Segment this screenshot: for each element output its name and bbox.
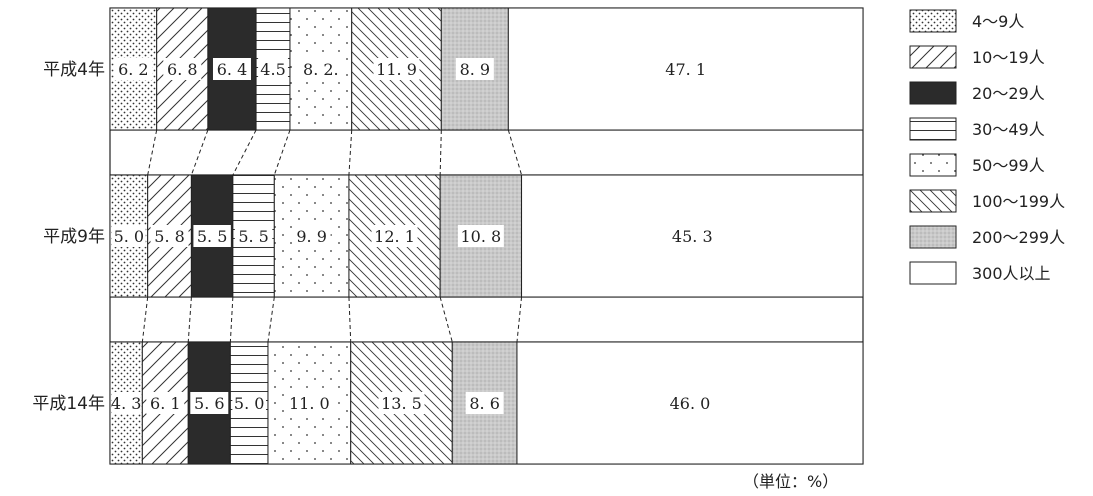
data-label: 13. 5: [381, 394, 422, 413]
data-label: 45. 3: [672, 227, 713, 246]
data-label-bg: [371, 225, 418, 247]
legend-label: 100～199人: [972, 192, 1065, 211]
data-label: 8. 9: [460, 60, 491, 79]
data-label: 6. 2: [118, 60, 149, 79]
connector-line: [516, 296, 523, 343]
connector-line: [229, 296, 234, 343]
data-label-bg: [212, 58, 251, 80]
data-label-bg: [190, 392, 229, 414]
data-label-bg: [193, 225, 231, 247]
data-label-bg: [297, 58, 344, 80]
data-label-bg: [258, 58, 288, 80]
data-label-bg: [112, 392, 141, 414]
data-label-bg: [455, 58, 494, 80]
data-label-bg: [112, 225, 146, 247]
data-label-bg: [286, 392, 333, 414]
connector-line: [348, 129, 353, 176]
legend: 4～9人 10～19人 20～29人 30～49人 50～99人 100～199人 200～…: [909, 9, 1065, 285]
data-label: 11. 0: [289, 394, 330, 413]
connector-line: [141, 296, 149, 343]
data-label: 46. 0: [670, 394, 711, 413]
data-label: 10. 8: [460, 227, 501, 246]
connector-line: [232, 129, 257, 176]
data-label-bg: [150, 225, 189, 247]
legend-label: 50～99人: [972, 156, 1045, 175]
data-label-bg: [662, 58, 709, 80]
data-label: 47. 1: [665, 60, 706, 79]
legend-swatch: [909, 117, 957, 141]
connector-line: [439, 296, 453, 343]
data-label-bg: [114, 58, 153, 80]
data-label: 5. 0: [114, 227, 145, 246]
data-label-bg: [234, 225, 273, 247]
connector-line: [147, 129, 158, 176]
data-label: 8. 2.: [303, 60, 339, 79]
legend-swatch: [909, 9, 957, 33]
data-label-bg: [146, 392, 185, 414]
legend-swatch: [909, 45, 957, 69]
data-label: 5. 8: [154, 227, 185, 246]
unit-note: （単位：%）: [743, 472, 838, 491]
data-label: 5. 5: [238, 227, 269, 246]
data-label: 8. 6: [469, 394, 500, 413]
data-label: 6. 8: [167, 60, 198, 79]
legend-swatch: [909, 81, 957, 105]
data-label-bg: [457, 225, 504, 247]
data-label-bg: [292, 225, 331, 247]
legend-swatch: [909, 261, 957, 285]
data-label-bg: [232, 392, 266, 414]
data-label: 11. 9: [376, 60, 417, 79]
legend-label: 300人以上: [972, 264, 1051, 283]
data-label-bg: [163, 58, 202, 80]
data-label: 9. 9: [296, 227, 327, 246]
bar-segment: [350, 341, 453, 465]
category-label: 平成14年: [32, 394, 105, 414]
data-label: 5. 0: [234, 394, 265, 413]
data-label-bg: [465, 392, 504, 414]
data-label: 6. 4: [217, 60, 248, 79]
legend-label: 200～299人: [972, 228, 1065, 247]
connector-lines: [141, 129, 523, 343]
data-label: 4. 3: [111, 394, 142, 413]
legend-swatch: [909, 153, 957, 177]
legend-label: 30～49人: [972, 120, 1045, 139]
connector-line: [507, 129, 523, 176]
connector-line: [267, 296, 275, 343]
connector-line: [187, 296, 192, 343]
connector-line: [273, 129, 291, 176]
data-label-bg: [669, 225, 716, 247]
data-label: 4.5: [260, 60, 285, 79]
bars-group: 6. 2 6. 8 6. 4 4.5 8. 2. 11. 9 8. 9 47. 1 5. 0 5.…: [109, 7, 864, 465]
connector-line: [190, 129, 209, 176]
data-label-bg: [373, 58, 420, 80]
data-label: 12. 1: [374, 227, 415, 246]
category-label: 平成4年: [43, 60, 105, 80]
connector-line: [439, 129, 442, 176]
legend-swatch: [909, 189, 957, 213]
legend-swatch: [909, 225, 957, 249]
data-label-bg: [666, 392, 713, 414]
legend-label: 4～9人: [972, 12, 1024, 31]
data-label-bg: [378, 392, 425, 414]
legend-label: 20～29人: [972, 84, 1045, 103]
data-label: 6. 1: [150, 394, 181, 413]
category-label: 平成9年: [43, 227, 105, 247]
data-label: 5. 6: [194, 394, 225, 413]
legend-label: 10～19人: [972, 48, 1045, 67]
connector-line: [348, 296, 352, 343]
data-label: 5. 5: [197, 227, 228, 246]
